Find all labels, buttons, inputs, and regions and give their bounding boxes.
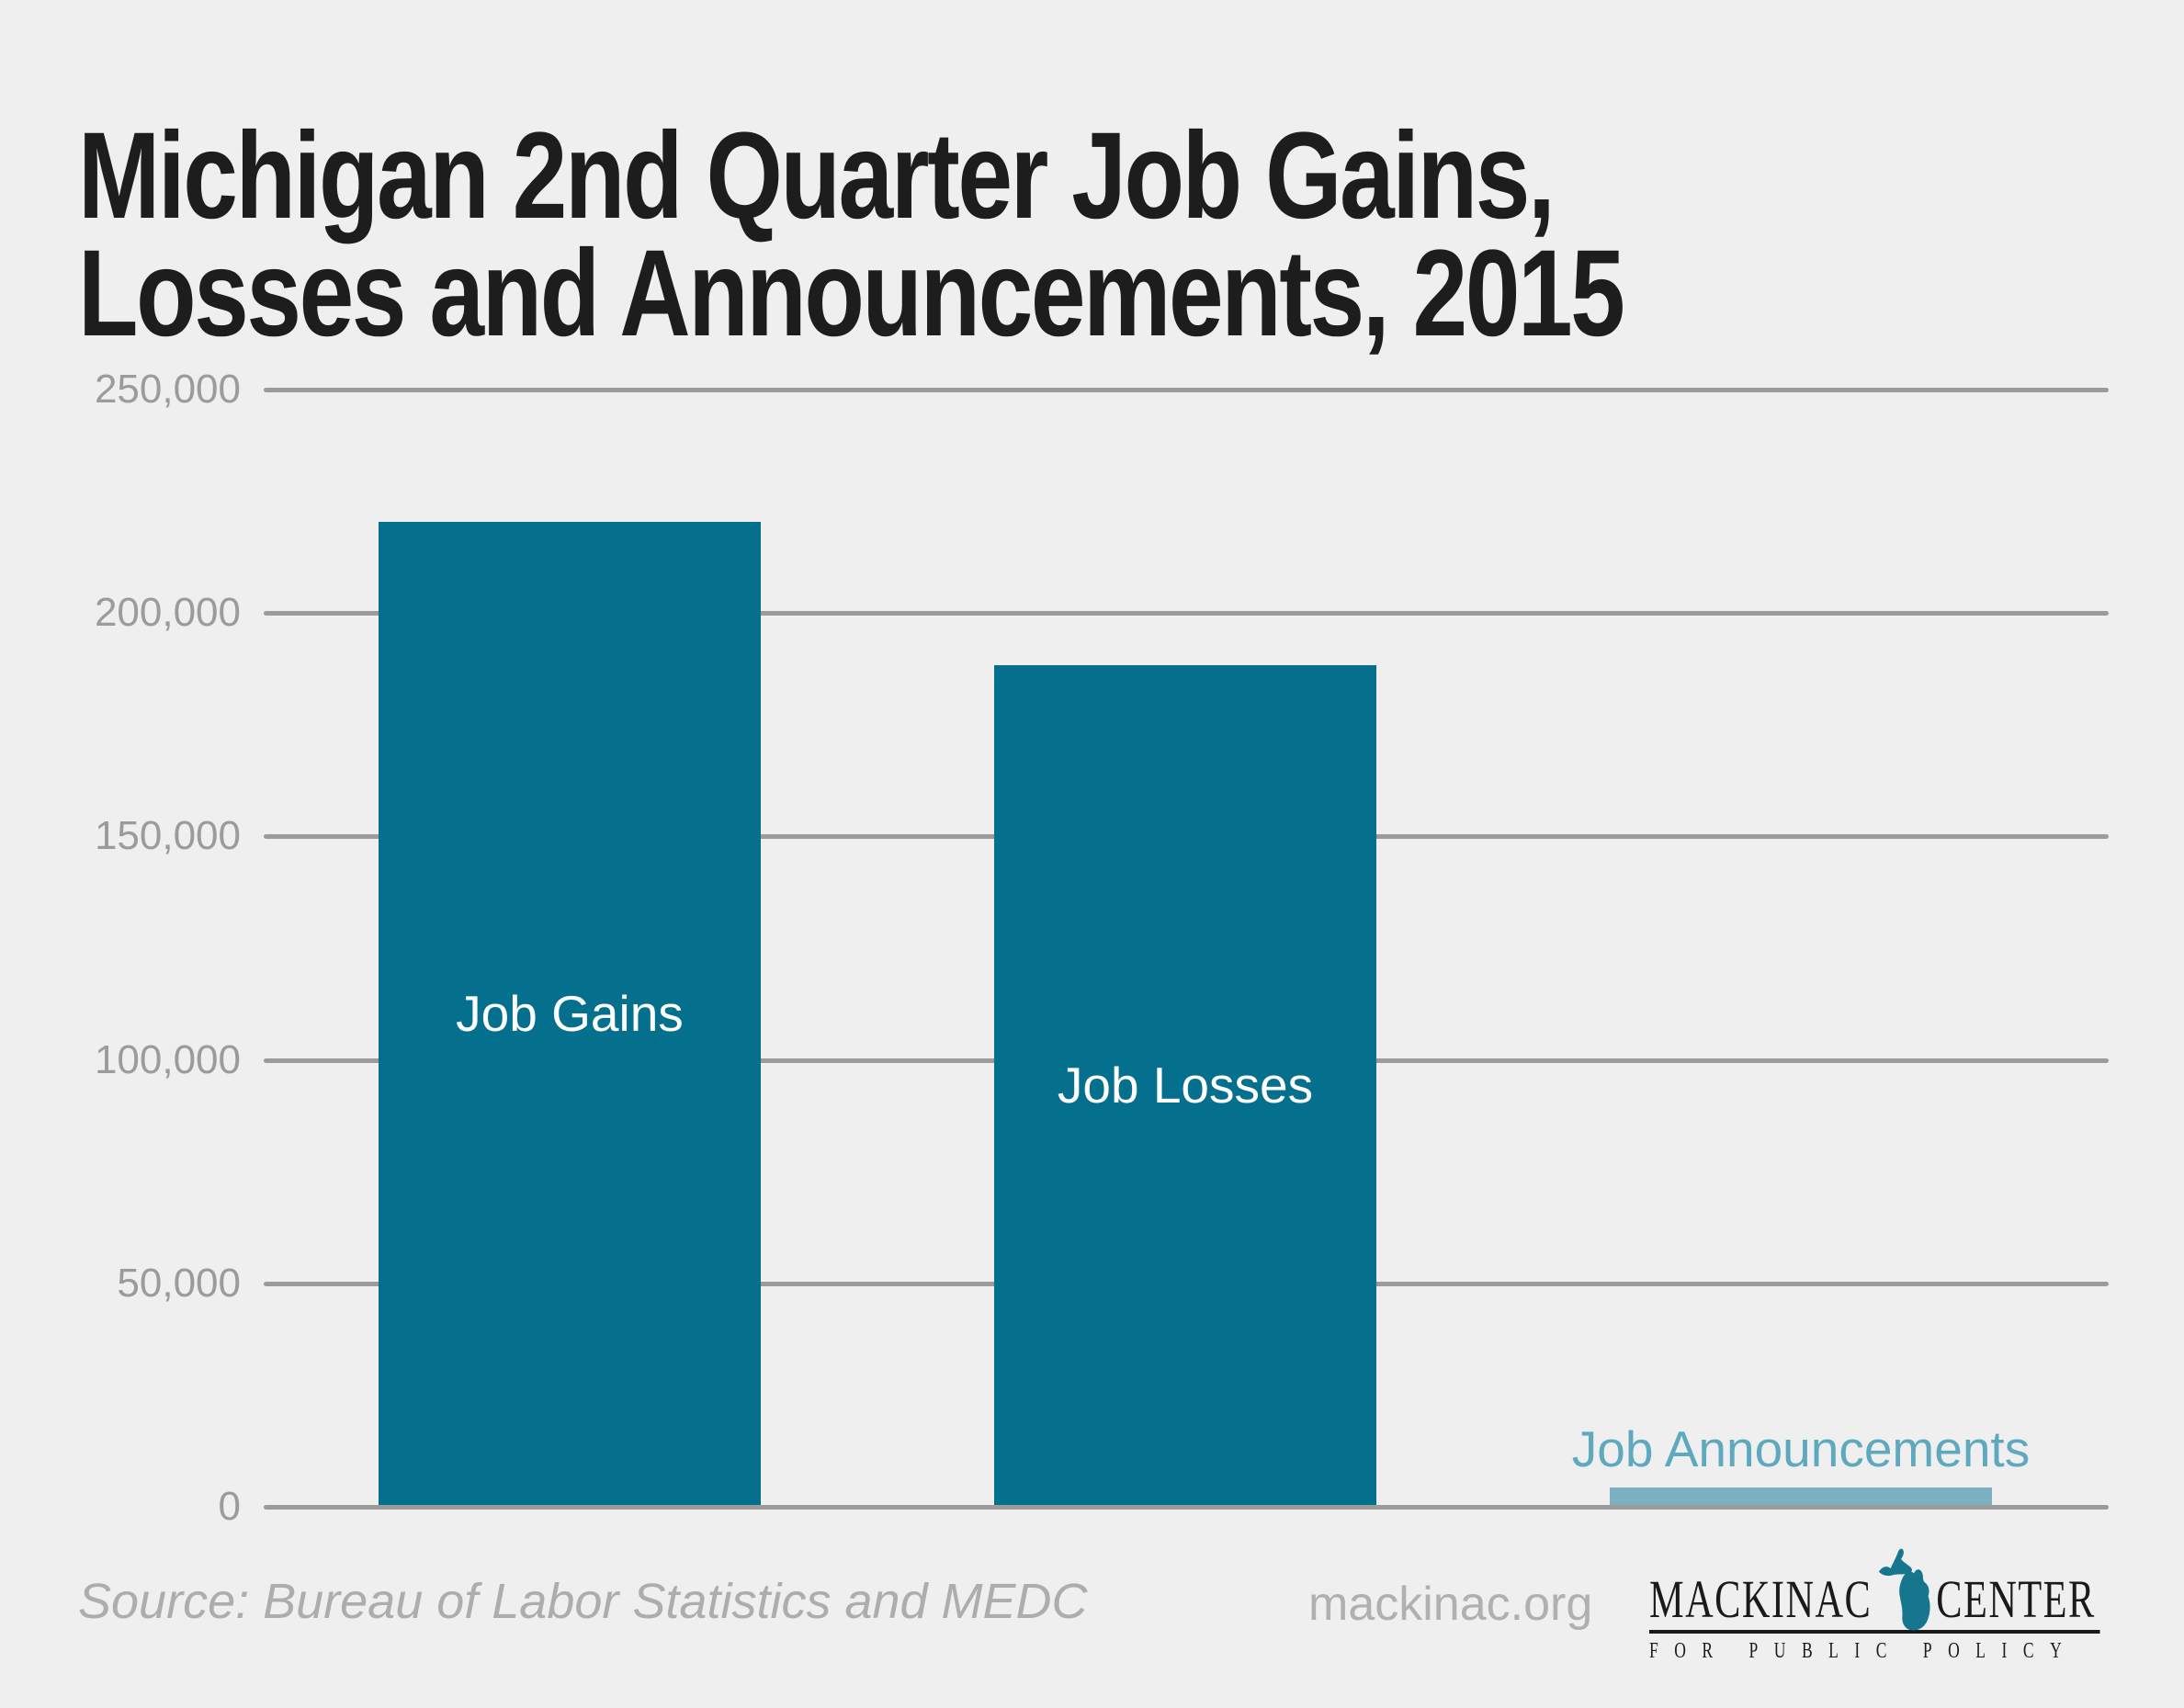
y-axis-tick-label: 100,000 bbox=[94, 1036, 241, 1082]
chart-title-line-1: Michigan 2nd Quarter Job Gains, bbox=[78, 107, 1556, 244]
logo-divider-rule bbox=[1649, 1630, 2100, 1634]
y-axis-tick-label: 250,000 bbox=[94, 367, 241, 412]
logo-word-center: CENTER bbox=[1936, 1569, 2096, 1629]
gridline-200000 bbox=[264, 611, 2109, 616]
gridline-250000 bbox=[264, 388, 2109, 392]
bar-job-announcements bbox=[1610, 1487, 1992, 1505]
y-axis-tick-label: 150,000 bbox=[94, 813, 241, 859]
gridline-0 bbox=[264, 1505, 2109, 1510]
bar-label-job-losses: Job Losses bbox=[1057, 1056, 1314, 1114]
y-axis-tick-label: 0 bbox=[218, 1484, 241, 1529]
bar-label-job-announcements: Job Announcements bbox=[1571, 1420, 2031, 1478]
bar-label-job-gains: Job Gains bbox=[456, 984, 684, 1042]
logo-wordmark-row: MACKINAC CENTER bbox=[1649, 1545, 2100, 1631]
y-axis-tick-label: 50,000 bbox=[117, 1260, 241, 1306]
michigan-state-icon bbox=[1878, 1548, 1930, 1631]
y-axis-tick-label: 200,000 bbox=[94, 590, 241, 636]
chart-title-line-2: Losses and Announcements, 2015 bbox=[78, 224, 1625, 362]
chart-title: Michigan 2nd Quarter Job Gains, Losses a… bbox=[78, 107, 1625, 362]
mackinac-center-logo: MACKINAC CENTER FOR PUBLIC POLICY bbox=[1649, 1545, 2100, 1662]
website-url: mackinac.org bbox=[1308, 1578, 1593, 1631]
logo-word-mackinac: MACKINAC bbox=[1649, 1569, 1873, 1629]
bar-job-losses: Job Losses bbox=[994, 664, 1376, 1505]
bar-job-gains: Job Gains bbox=[379, 521, 761, 1505]
logo-tagline: FOR PUBLIC POLICY bbox=[1649, 1639, 2078, 1663]
source-note: Source: Bureau of Labor Statistics and M… bbox=[78, 1574, 1088, 1629]
